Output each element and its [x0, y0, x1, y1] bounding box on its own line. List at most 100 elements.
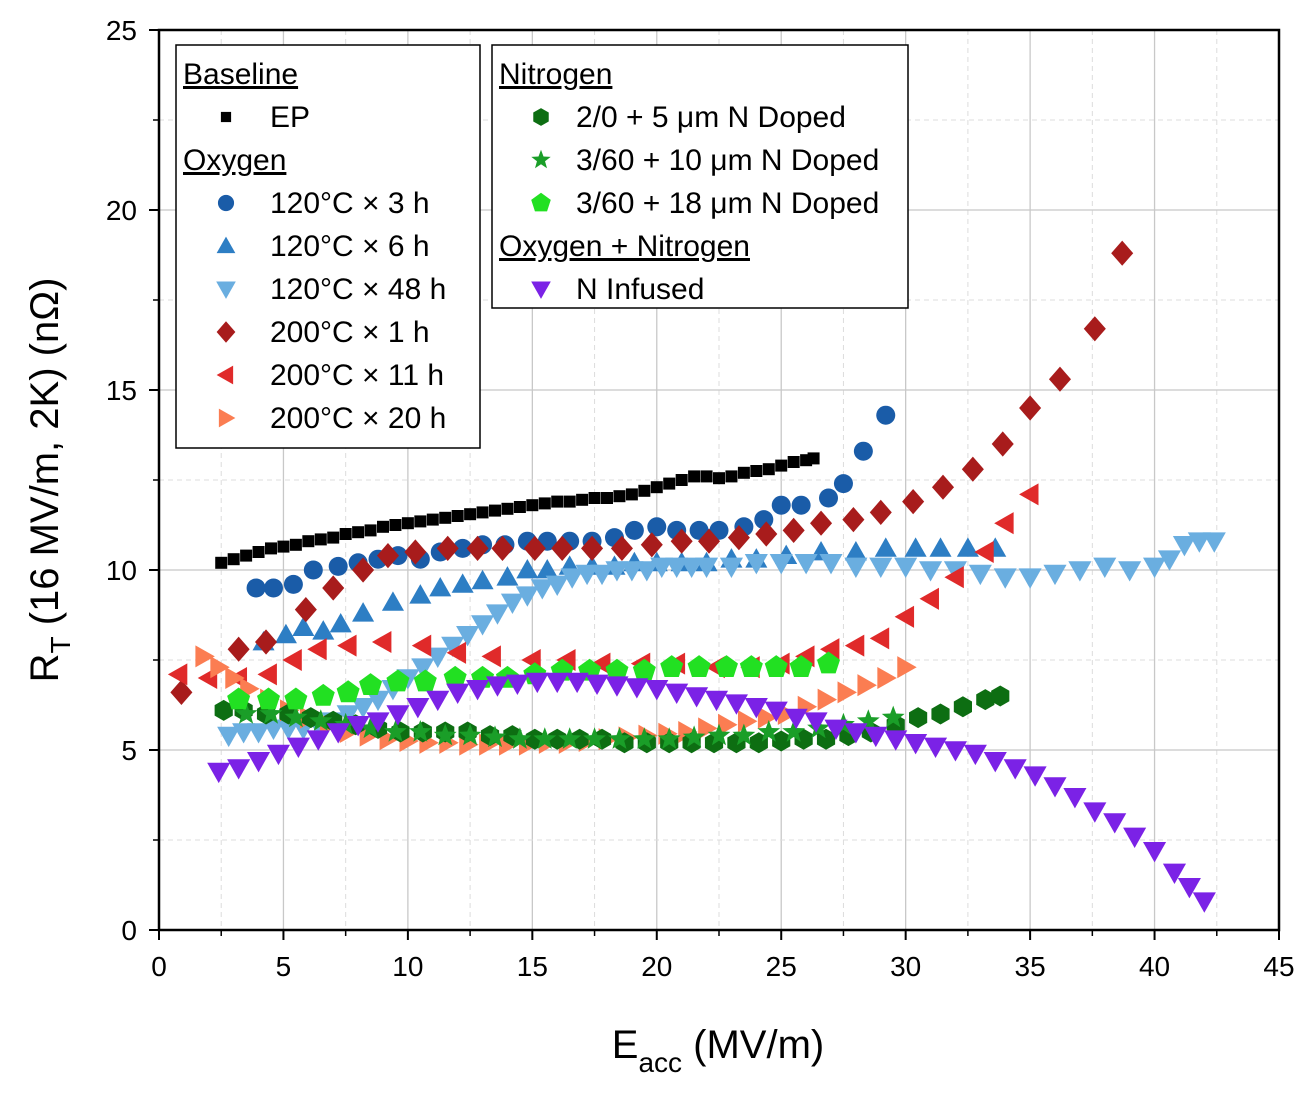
- x-tick-label: 35: [1015, 951, 1046, 982]
- data-point: [328, 556, 348, 576]
- data-point: [284, 705, 308, 728]
- y-tick-label: 20: [106, 195, 137, 226]
- legend-right: Nitrogen 2/0 + 5 μm N Doped 3/60 + 10 μm N…: [491, 44, 909, 309]
- y-axis-title-sub: T: [45, 636, 76, 653]
- data-point: [352, 526, 365, 539]
- data-point: [551, 535, 574, 561]
- data-point: [351, 698, 375, 719]
- data-point: [366, 690, 390, 712]
- data-point: [481, 645, 501, 668]
- data-point: [974, 540, 994, 564]
- data-point: [931, 474, 955, 500]
- data-point: [215, 556, 228, 569]
- x-tick-label: 15: [517, 951, 548, 982]
- data-point: [953, 696, 972, 718]
- data-point: [254, 629, 278, 655]
- data-point: [371, 630, 392, 654]
- data-point: [894, 557, 918, 578]
- data-point: [724, 694, 748, 715]
- data-point: [439, 511, 452, 524]
- legend-symbol-3-60-10-m-n-doped: [531, 149, 551, 169]
- data-point: [289, 538, 302, 551]
- legend-label-ep: EP: [270, 101, 310, 134]
- data-point: [704, 690, 729, 712]
- data-point: [620, 561, 644, 582]
- data-point: [688, 470, 701, 483]
- data-point: [588, 492, 601, 504]
- data-point: [409, 584, 432, 604]
- data-point: [505, 674, 529, 695]
- data-point: [414, 515, 427, 528]
- data-point: [545, 575, 569, 596]
- data-point: [961, 456, 984, 482]
- data-point: [366, 712, 390, 733]
- data-point: [303, 560, 323, 580]
- data-point: [665, 683, 689, 704]
- legend-label-200-c-20-h: 200°C × 20 h: [270, 402, 446, 435]
- data-point: [266, 744, 291, 766]
- y-tick-label: 15: [106, 375, 137, 406]
- data-point: [376, 543, 400, 569]
- data-point: [386, 669, 410, 692]
- data-point: [227, 759, 251, 780]
- data-point: [757, 706, 778, 729]
- data-point: [240, 549, 253, 562]
- data-point: [904, 734, 928, 755]
- data-point: [685, 687, 709, 708]
- x-axis-title: Eacc (MV/m): [612, 1023, 824, 1078]
- x-tick-label: 25: [766, 951, 797, 982]
- legend-symbol-200-c-1-h: [216, 321, 236, 343]
- data-point: [750, 465, 763, 477]
- data-point: [533, 727, 557, 749]
- data-point: [563, 495, 576, 508]
- data-point: [991, 685, 1010, 707]
- data-point: [869, 557, 893, 578]
- data-point: [994, 512, 1014, 535]
- data-point: [381, 591, 404, 611]
- data-point: [311, 683, 335, 706]
- data-point: [261, 719, 286, 740]
- data-point: [436, 535, 459, 561]
- data-point: [312, 620, 335, 640]
- data-point: [352, 602, 375, 622]
- data-point: [590, 564, 614, 586]
- data-point: [819, 554, 843, 575]
- data-point: [919, 587, 939, 610]
- data-point: [904, 537, 927, 557]
- legend-symbol-3-60-18-m-n-doped: [531, 192, 551, 212]
- data-point: [548, 728, 567, 750]
- data-point: [227, 687, 251, 710]
- data-point: [1043, 777, 1067, 798]
- data-point: [590, 652, 611, 675]
- legend-heading-oxygen-nitrogen: Oxygen + Nitrogen: [499, 230, 750, 263]
- data-point: [292, 616, 315, 636]
- data-point: [485, 676, 510, 697]
- data-point: [632, 727, 656, 749]
- data-point: [581, 535, 604, 561]
- tick-labels: 0 5 10 15 20 25 30 35 40 45 0 5 10 15 20 25: [106, 15, 1295, 982]
- legend-label-n-infused: N Infused: [576, 273, 704, 306]
- x-tick-label: 0: [151, 951, 167, 982]
- x-axis-title-unit: (MV/m): [682, 1023, 824, 1067]
- data-point: [844, 540, 867, 561]
- data-point: [489, 504, 501, 517]
- data-point: [306, 730, 330, 751]
- data-point: [744, 554, 768, 575]
- data-point: [526, 499, 539, 512]
- data-point: [856, 709, 880, 731]
- data-point: [1019, 395, 1042, 421]
- y-tick-label: 10: [106, 555, 137, 586]
- data-point: [346, 716, 370, 737]
- data-point: [453, 538, 473, 558]
- data-point: [844, 634, 865, 657]
- data-point: [336, 680, 360, 703]
- data-point: [1118, 561, 1142, 582]
- data-point: [1123, 827, 1147, 848]
- y-axis-title-unit: (16 MV/m, 2K) (nΩ): [23, 278, 67, 637]
- data-point: [929, 537, 952, 557]
- data-point: [670, 528, 693, 554]
- data-point: [576, 493, 589, 506]
- data-point: [983, 752, 1007, 773]
- data-point: [663, 477, 676, 490]
